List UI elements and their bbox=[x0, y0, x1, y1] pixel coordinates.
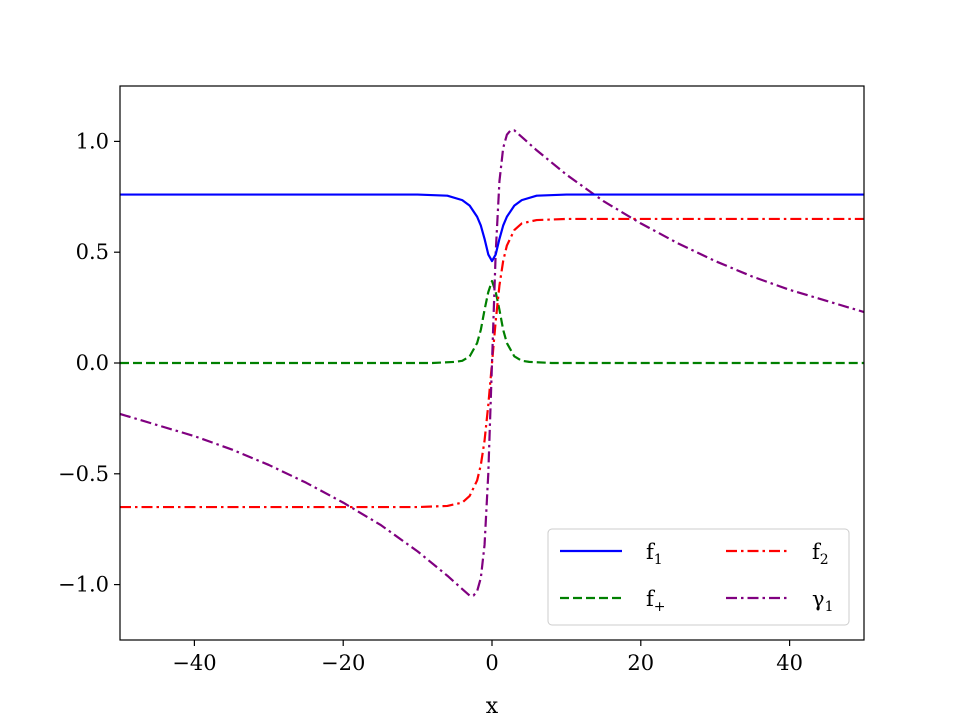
x-tick-label: 0 bbox=[485, 651, 498, 675]
y-tick-label: −1.0 bbox=[58, 573, 109, 597]
y-axis: −1.0 −0.5 0.0 0.5 1.0 bbox=[58, 129, 120, 597]
y-tick-label: 0.0 bbox=[76, 351, 109, 375]
y-tick-label: 1.0 bbox=[76, 129, 109, 153]
legend-label-4: γ1 bbox=[812, 587, 833, 615]
x-tick-label: −20 bbox=[321, 651, 365, 675]
legend-box bbox=[547, 528, 850, 626]
series-line-2 bbox=[120, 217, 864, 509]
x-tick-label: −40 bbox=[172, 651, 216, 675]
x-tick-label: 20 bbox=[627, 651, 654, 675]
legend-label-1: f1 bbox=[646, 540, 663, 568]
legend-label-3: f+ bbox=[646, 587, 666, 615]
series-layer bbox=[120, 129, 864, 597]
series-line-4 bbox=[120, 129, 864, 597]
x-axis-title: x bbox=[486, 694, 499, 719]
legend: f1 f+ f2 γ1 bbox=[547, 528, 850, 626]
x-axis: −40 −20 0 20 40 bbox=[172, 640, 803, 675]
y-tick-label: −0.5 bbox=[58, 462, 109, 486]
x-tick-label: 40 bbox=[776, 651, 803, 675]
series-line-3 bbox=[120, 279, 864, 365]
y-tick-label: 0.5 bbox=[76, 240, 109, 264]
series-line-1 bbox=[120, 193, 864, 263]
legend-label-2: f2 bbox=[812, 540, 829, 568]
